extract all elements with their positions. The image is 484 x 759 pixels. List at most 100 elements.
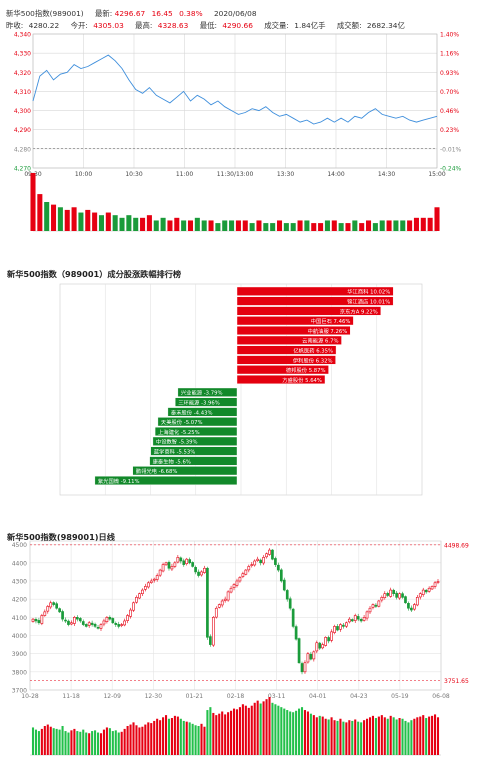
candle-body — [365, 611, 369, 619]
kline-volume-bar — [383, 717, 386, 755]
candle-body — [247, 566, 251, 571]
candle-body — [356, 616, 360, 620]
kline-volume-bar — [126, 726, 129, 755]
kline-volume-bar — [64, 731, 67, 755]
volume-bar — [78, 212, 84, 231]
volume-bar — [249, 223, 255, 231]
kline-volume-bar — [232, 708, 236, 755]
kline-volume-bar — [212, 712, 215, 755]
kline-volume-bar — [277, 705, 280, 755]
kline-volume-bar — [209, 707, 212, 755]
candle-body — [87, 622, 91, 626]
kline-volume-bar — [339, 718, 342, 755]
candle-body — [226, 591, 230, 601]
candle-body — [117, 624, 121, 627]
candle-body — [158, 569, 162, 576]
candle-body — [330, 631, 333, 641]
kline-volume-bar — [138, 727, 141, 755]
candle-body — [327, 637, 330, 642]
kline-volume-bar — [31, 727, 35, 755]
volume-bar — [352, 220, 358, 231]
volume-bar — [400, 220, 406, 231]
candle-body — [259, 559, 262, 564]
candle-body — [81, 621, 85, 625]
kline-volume-bar — [34, 729, 37, 755]
kline-volume-bar — [431, 715, 434, 755]
candle-body — [129, 609, 132, 617]
candle-body — [294, 626, 298, 640]
candle-body — [345, 622, 348, 627]
candle-body — [339, 624, 342, 630]
kline-volume-bar — [374, 718, 377, 755]
kline-title: 新华500指数(989001)日线 — [7, 532, 115, 542]
volume-bar — [427, 217, 433, 231]
candle-body — [232, 584, 236, 588]
candle-body — [141, 589, 144, 594]
candle-body — [336, 626, 339, 631]
kline-volume-bar — [410, 720, 413, 755]
candle-body — [123, 620, 126, 626]
kline-volume-bar — [52, 728, 55, 755]
kline-x-tick: 12-30 — [145, 693, 163, 700]
candle-body — [161, 564, 165, 572]
y-left-tick: 4,270 — [14, 166, 31, 173]
open-value: 4305.03 — [93, 21, 124, 30]
volume-bar — [153, 220, 159, 231]
volume-bar — [51, 204, 57, 231]
candle-body — [389, 589, 393, 597]
kline-volume-bar — [123, 728, 126, 755]
volume-bar — [297, 220, 303, 231]
kline-volume-bar — [298, 708, 301, 755]
kline-volume-bar — [268, 697, 271, 755]
candle-body — [200, 571, 203, 576]
kline-volume-bar — [303, 710, 307, 755]
max-label: 4498.69 — [444, 542, 469, 549]
candle-body — [250, 564, 254, 566]
kline-x-tick: 11-18 — [62, 693, 80, 700]
volume-bar — [386, 220, 392, 231]
y-left-tick: 4,340 — [14, 32, 31, 39]
x-tick: 10:00 — [75, 171, 92, 178]
kline-y-tick: 4200 — [12, 597, 27, 604]
kline-volume-bar — [348, 720, 351, 755]
candle-body — [93, 623, 97, 627]
kline-volume-bar — [324, 718, 327, 755]
kline-y-tick: 4500 — [12, 542, 27, 549]
volume-bar — [324, 220, 330, 231]
volume-label: 成交量: — [264, 21, 289, 30]
kline-volume-bar — [105, 727, 108, 755]
candle-body — [179, 557, 183, 562]
kline-volume-bar — [176, 716, 179, 755]
candle-body — [371, 604, 375, 608]
kline-frame — [29, 540, 442, 691]
candle-body — [315, 642, 319, 652]
kline-volume-bar — [55, 728, 58, 755]
kline-volume-bar — [428, 716, 431, 755]
kline-volume-bar — [327, 719, 330, 755]
kline-volume-bar — [43, 726, 46, 755]
volume-bar — [64, 209, 70, 231]
candle-body — [350, 619, 354, 622]
kline-volume-bar — [357, 721, 360, 755]
ranking-bar-label: 中航油服 7.26% — [308, 327, 348, 335]
x-tick: 11:00 — [176, 171, 193, 178]
low-label: 最低: — [199, 21, 217, 30]
candle-body — [262, 557, 265, 564]
kline-volume-bar — [85, 732, 88, 755]
kline-volume-bar — [162, 717, 165, 755]
kline-volume-bar — [366, 718, 369, 755]
y-left-tick: 4,320 — [14, 70, 31, 77]
candle-body — [37, 620, 41, 624]
candle-body — [173, 562, 177, 567]
kline-volume-bar — [434, 714, 437, 755]
volume-bar — [276, 220, 283, 231]
candle-body — [223, 598, 227, 601]
candle-body — [146, 582, 150, 588]
candle-body — [214, 607, 218, 618]
volume-bar — [407, 220, 413, 231]
amount-value: 2682.34亿 — [366, 21, 405, 30]
volume-bar — [194, 217, 200, 231]
kline-volume-bar — [185, 721, 188, 755]
kline-y-tick: 4400 — [12, 560, 27, 567]
ranking-bar — [150, 446, 238, 456]
